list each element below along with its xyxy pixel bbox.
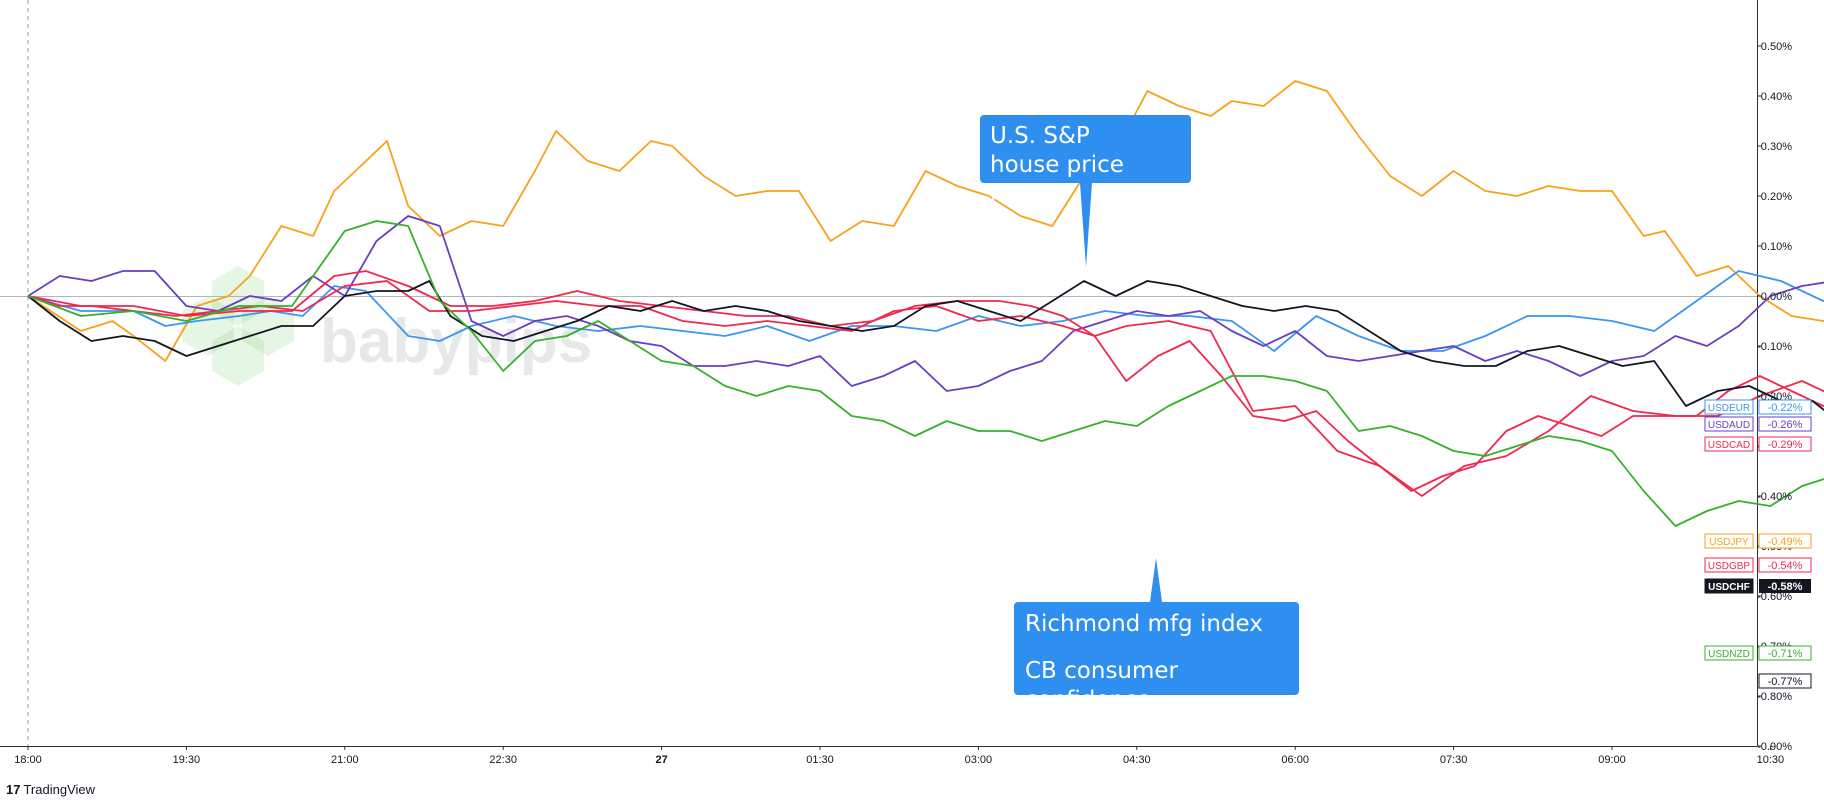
series-tag-usdgbp: USDGBP -0.54% bbox=[1704, 557, 1812, 573]
series-tag-name-box bbox=[1704, 578, 1754, 594]
series-tag-value-box bbox=[1758, 533, 1812, 549]
watermark-logo-shape bbox=[212, 326, 264, 386]
series-line-usdeur bbox=[27, 270, 1824, 352]
series-current-value: -0.77% bbox=[1768, 676, 1803, 688]
series-tag-name: USDCHF bbox=[1708, 582, 1750, 593]
y-tick-label: 0.30% bbox=[1761, 141, 1792, 153]
series-line-usdcad bbox=[27, 270, 1824, 492]
annotation-line: house price index bbox=[990, 152, 1124, 207]
annotation-pointer bbox=[1080, 183, 1092, 267]
series-tag-value-box bbox=[1759, 579, 1811, 593]
series-tag-value: -0.71% bbox=[1768, 648, 1803, 660]
series-tag-value: -0.29% bbox=[1768, 439, 1803, 451]
series-tag-value: -0.22% bbox=[1768, 402, 1803, 414]
series-tag-value-box bbox=[1758, 436, 1812, 452]
x-tick-label: 10:30 bbox=[1757, 754, 1785, 766]
series-tag-value: -0.54% bbox=[1768, 560, 1803, 572]
annotation-house-price: U.S. S&P house price index bbox=[980, 115, 1191, 207]
y-tick-label: 0.40% bbox=[1761, 91, 1792, 103]
annotation-line: CB consumer confidence bbox=[1025, 658, 1179, 713]
series-line-usdnzd bbox=[27, 220, 1824, 527]
series-tag-value-box bbox=[1758, 399, 1812, 415]
annotation-richmond-cb: Richmond mfg index CB consumer confidenc… bbox=[1014, 602, 1299, 713]
x-tick-label: 27 bbox=[655, 754, 667, 766]
x-tick-label: 19:30 bbox=[173, 754, 201, 766]
series-tag-value-box bbox=[1758, 557, 1812, 573]
x-tick-label: 21:00 bbox=[331, 754, 359, 766]
series-line-usdaud bbox=[27, 215, 1824, 392]
series-tag-name-box bbox=[1704, 416, 1754, 432]
x-tick-label: 01:30 bbox=[806, 754, 834, 766]
y-tick-label: -0.40% bbox=[1757, 491, 1792, 503]
series-tag-name-box bbox=[1704, 533, 1754, 549]
chart-frame bbox=[0, 0, 1758, 747]
x-tick-label: 09:00 bbox=[1598, 754, 1626, 766]
y-tick-label: 0.20% bbox=[1761, 191, 1792, 203]
series-line-usdgbp bbox=[27, 280, 1824, 497]
x-axis: 18:00 19:30 21:00 22:30 27 01:30 03:00 04:30 06:… bbox=[14, 746, 1785, 766]
y-tick-label: -0.90% bbox=[1757, 741, 1792, 753]
y-tick-label: 0.10% bbox=[1761, 241, 1792, 253]
y-tick-label: -0.80% bbox=[1757, 691, 1792, 703]
series-tag-value: -0.49% bbox=[1768, 536, 1803, 548]
series-tag-usdeur: USDEUR -0.22% bbox=[1704, 399, 1812, 415]
series-tags: USDJPY -0.49% USDEUR -0.22% USDAUD -0.26% USDC… bbox=[1704, 399, 1812, 689]
series-tag-name: USDJPY bbox=[1709, 537, 1749, 548]
x-tick-label: 07:30 bbox=[1440, 754, 1468, 766]
x-tick-label: 04:30 bbox=[1123, 754, 1151, 766]
y-tick-label: 0.50% bbox=[1761, 41, 1792, 53]
tradingview-logo[interactable]: 17 TradingView bbox=[6, 782, 95, 797]
series-tag-value-box bbox=[1758, 416, 1812, 432]
x-tick-label: 06:00 bbox=[1281, 754, 1309, 766]
x-tick-label: 18:00 bbox=[14, 754, 42, 766]
series-line-usdchf bbox=[27, 280, 1824, 412]
series-line-usdjpy bbox=[27, 80, 1824, 362]
y-tick-label: 0.00% bbox=[1761, 291, 1792, 303]
series-tag-name: USDGBP bbox=[1708, 561, 1751, 572]
series-tag-name-box bbox=[1704, 399, 1754, 415]
annotation-pointer bbox=[1150, 558, 1162, 602]
series-tag-usdnzd: USDNZD -0.71% bbox=[1704, 645, 1812, 661]
series-tag-name: USDNZD bbox=[1708, 649, 1750, 660]
series-tag-usdchf: USDCHF -0.58% -0.77% bbox=[1704, 578, 1812, 689]
series-tag-usdaud: USDAUD -0.26% bbox=[1704, 416, 1812, 432]
series-tag-name: USDAUD bbox=[1708, 420, 1750, 431]
series-tag-usdcad: USDCAD -0.29% bbox=[1704, 436, 1812, 452]
x-tick-label: 22:30 bbox=[489, 754, 517, 766]
series-tag-value: -0.58% bbox=[1768, 581, 1803, 593]
series-tag-usdjpy: USDJPY -0.49% bbox=[1704, 533, 1812, 549]
annotation-line: Richmond mfg index bbox=[1025, 611, 1263, 637]
series-current-box bbox=[1758, 673, 1812, 689]
y-tick-label: -0.60% bbox=[1757, 591, 1792, 603]
series-tag-name-box bbox=[1704, 645, 1754, 661]
tradingview-logo-text: TradingView bbox=[23, 782, 96, 797]
tradingview-logo-icon: 17 bbox=[6, 782, 21, 797]
series-tag-value-box bbox=[1758, 645, 1812, 661]
series-tag-name: USDEUR bbox=[1708, 403, 1750, 414]
series-tag-name-box bbox=[1704, 436, 1754, 452]
series-tag-name: USDCAD bbox=[1708, 440, 1750, 451]
annotation-line: U.S. S&P bbox=[990, 123, 1090, 149]
series-tag-name-box bbox=[1704, 557, 1754, 573]
y-tick-label: -0.10% bbox=[1757, 341, 1792, 353]
x-tick-label: 03:00 bbox=[965, 754, 993, 766]
series-tag-value: -0.26% bbox=[1768, 419, 1803, 431]
series-layer bbox=[27, 80, 1824, 527]
